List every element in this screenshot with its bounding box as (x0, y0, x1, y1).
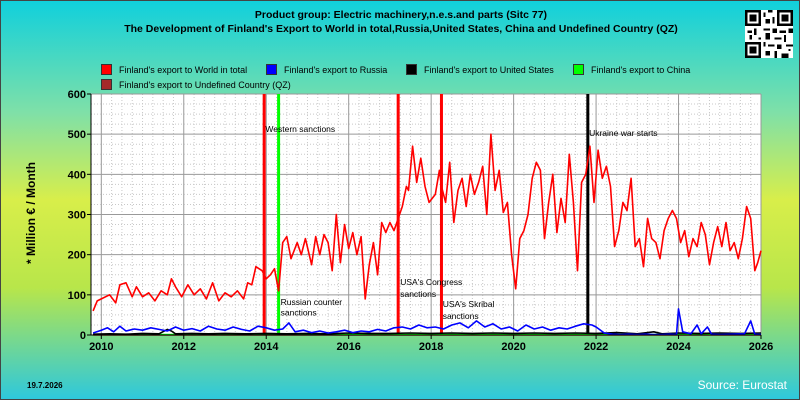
legend-swatch-qz (101, 79, 112, 90)
legend-swatch-russia (266, 64, 277, 75)
series-line-world (92, 133, 762, 312)
x-tick-label: 2010 (89, 341, 113, 353)
annotation-text: USA's Skribal (443, 299, 495, 309)
legend-label-russia: Finland's export to Russia (284, 64, 388, 75)
annotation-text: sanctions (443, 311, 479, 321)
legend-item-qz: Finland's export to Undefined Country (Q… (101, 79, 291, 90)
legend-swatch-world (101, 64, 112, 75)
annotation-text: sanctions (281, 308, 317, 318)
qr-code-icon (745, 10, 793, 58)
annotation-text: USA's Congress (400, 277, 462, 287)
x-tick-label: 2018 (419, 341, 443, 353)
x-tick-label: 2026 (749, 341, 773, 353)
event-label: Ukraine war starts (589, 128, 658, 138)
chart-title-line1: Product group: Electric machinery,n.e.s.… (254, 9, 548, 21)
x-tick-label: 2016 (336, 341, 360, 353)
y-tick-label: 300 (68, 210, 86, 222)
x-tick-label: 2020 (501, 341, 525, 353)
series-line-russia (92, 308, 762, 336)
x-tick-label: 2012 (172, 341, 196, 353)
y-tick-label: 200 (68, 250, 86, 262)
annotation-text: Russian counter (281, 297, 343, 307)
legend-item-us: Finland's export to United States (406, 64, 554, 75)
event-label: Western sanctions (265, 124, 335, 134)
y-tick-label: 0 (80, 330, 86, 342)
legend-item-world: Finland's export to World in total (101, 64, 247, 75)
legend-swatch-us (406, 64, 417, 75)
x-tick-label: 2014 (254, 341, 279, 353)
y-tick-label: 600 (68, 89, 86, 101)
legend-swatch-china (573, 64, 584, 75)
legend-label-qz: Finland's export to Undefined Country (Q… (119, 79, 291, 90)
legend-item-china: Finland's export to China (573, 64, 690, 75)
y-tick-label: 100 (68, 290, 86, 302)
x-tick-label: 2022 (584, 341, 608, 353)
chart-title-line2: The Development of Finland's Export to W… (124, 23, 678, 35)
date-stamp: 19.7.2026 (27, 381, 63, 390)
annotation-text: sanctions (400, 289, 436, 299)
series-line-us (93, 328, 762, 335)
y-tick-label: 400 (68, 169, 86, 181)
legend-item-russia: Finland's export to Russia (266, 64, 387, 75)
legend-label-us: Finland's export to United States (424, 64, 554, 75)
x-tick-label: 2024 (666, 341, 691, 353)
legend-label-china: Finland's export to China (591, 64, 691, 75)
legend-label-world: Finland's export to World in total (119, 64, 248, 75)
source-label: Source: Eurostat (697, 378, 787, 392)
y-tick-label: 500 (68, 129, 86, 141)
